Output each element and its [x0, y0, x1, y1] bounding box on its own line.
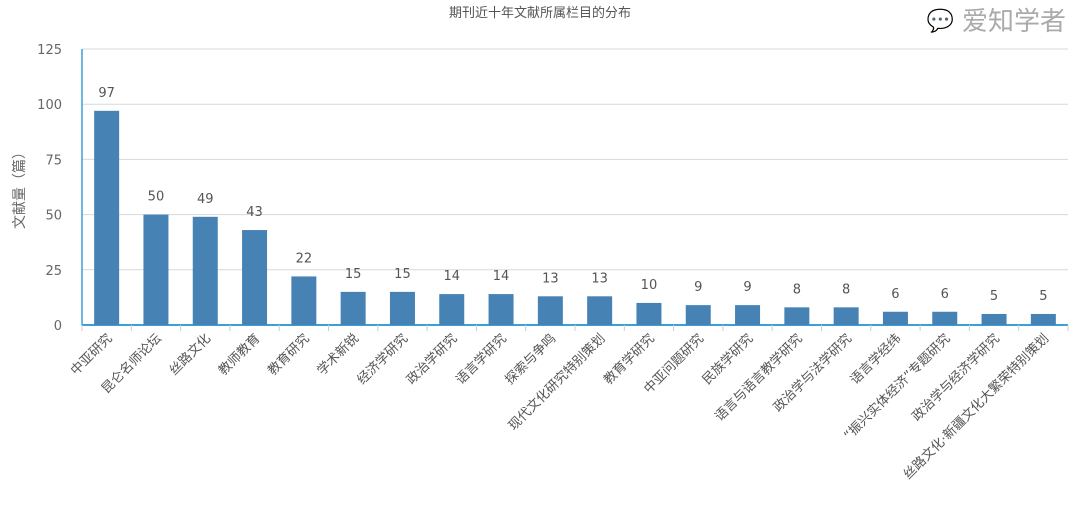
bar	[340, 291, 366, 325]
y-tick-label: 0	[54, 319, 62, 334]
x-tick-label: 教育研究	[265, 331, 313, 379]
bar	[784, 307, 810, 325]
data-label: 6	[891, 287, 899, 302]
y-tick-label: 50	[45, 209, 62, 224]
bar	[981, 313, 1007, 325]
data-label: 15	[345, 267, 362, 282]
data-label: 9	[694, 280, 702, 295]
x-tick-label: 学术新锐	[314, 331, 362, 379]
data-label: 13	[542, 271, 559, 286]
bar	[488, 294, 514, 325]
bar	[587, 296, 613, 325]
data-label: 22	[296, 251, 313, 266]
bar	[636, 302, 662, 325]
x-tick-label: 经济学研究	[354, 331, 411, 388]
bar	[192, 216, 218, 325]
x-tick-label: 丝路文化	[166, 331, 214, 379]
data-label: 49	[197, 192, 214, 207]
y-axis-label: 文献量（篇）	[12, 145, 28, 229]
data-label: 97	[98, 86, 115, 101]
bar	[242, 230, 268, 325]
chart-title: 期刊近十年文献所属栏目的分布	[449, 5, 631, 21]
data-label: 43	[246, 205, 263, 220]
bar	[882, 311, 908, 325]
y-tick-label: 100	[37, 98, 62, 113]
data-label: 50	[148, 190, 165, 205]
bar	[537, 296, 563, 325]
watermark-text: 爱知学者	[961, 7, 1066, 37]
x-tick-label: 语言学研究	[453, 331, 510, 388]
data-label: 10	[641, 278, 658, 293]
x-tick-label: 现代文化研究特别策划	[505, 331, 608, 434]
data-label: 9	[743, 280, 751, 295]
data-label: 13	[591, 271, 608, 286]
x-tick-label: 语言与语言教学研究	[712, 331, 806, 425]
data-label: 14	[493, 269, 510, 284]
y-tick-label: 25	[45, 264, 62, 279]
bar	[685, 305, 711, 325]
wechat-icon: 💬	[926, 9, 954, 34]
watermark: 💬 爱知学者	[927, 6, 1066, 38]
bar	[143, 214, 169, 325]
bar	[94, 110, 120, 325]
bar	[291, 276, 317, 325]
x-tick-label: 教师教育	[215, 331, 263, 379]
data-label: 15	[394, 267, 411, 282]
bar	[389, 291, 415, 325]
y-tick-label: 75	[45, 153, 62, 168]
x-tick-label: 政治学研究	[403, 331, 460, 388]
x-tick-label: 中亚研究	[68, 331, 115, 378]
bar	[833, 307, 859, 325]
y-tick-label: 125	[37, 43, 62, 58]
data-label: 6	[941, 287, 949, 302]
data-label: 8	[842, 282, 850, 297]
x-tick-label: 政治学与经济学研究	[909, 331, 1003, 425]
bar	[932, 311, 958, 325]
bar	[439, 294, 465, 325]
data-label: 5	[1039, 289, 1047, 304]
bar	[1030, 313, 1056, 325]
data-label: 14	[443, 269, 460, 284]
data-label: 5	[990, 289, 998, 304]
data-label: 8	[793, 282, 801, 297]
bar	[735, 305, 761, 325]
